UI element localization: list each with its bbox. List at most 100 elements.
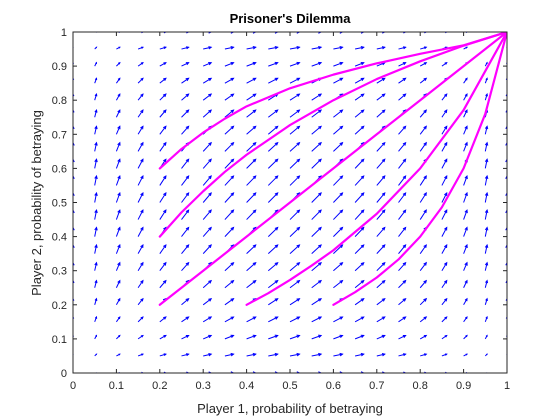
field-arrow xyxy=(484,61,488,67)
field-arrow xyxy=(311,93,323,101)
field-arrow xyxy=(463,316,468,323)
field-arrow xyxy=(354,61,365,67)
field-arrow xyxy=(137,244,144,254)
field-arrow xyxy=(419,261,427,272)
field-arrow xyxy=(289,352,301,357)
field-arrow xyxy=(159,334,167,340)
field-arrow xyxy=(484,334,488,340)
field-arrow xyxy=(159,32,168,34)
field-arrow xyxy=(463,297,468,306)
field-arrow xyxy=(94,226,98,237)
field-arrow xyxy=(463,209,468,220)
x-tick-label: 0.2 xyxy=(152,380,167,392)
field-arrow xyxy=(224,316,235,323)
field-arrow xyxy=(202,141,212,152)
field-arrow xyxy=(441,261,448,271)
field-arrow xyxy=(73,108,75,118)
field-arrow xyxy=(484,191,489,203)
field-arrow xyxy=(202,316,213,323)
y-tick-label: 0.3 xyxy=(52,266,67,278)
field-arrow xyxy=(268,352,279,357)
field-arrow xyxy=(376,316,386,323)
y-axis-label: Player 2, probability of betraying xyxy=(29,110,44,296)
field-arrow xyxy=(116,353,121,357)
field-arrow xyxy=(267,175,279,186)
field-arrow xyxy=(419,109,428,118)
field-arrow xyxy=(505,158,507,169)
field-arrow xyxy=(224,352,235,357)
field-arrow xyxy=(202,298,213,306)
field-arrow xyxy=(463,226,468,237)
field-arrow xyxy=(441,334,448,340)
field-arrow xyxy=(224,209,235,220)
field-arrow xyxy=(116,61,121,67)
field-arrow xyxy=(289,93,301,101)
field-arrow xyxy=(246,158,257,169)
field-arrow xyxy=(224,261,235,272)
field-arrow xyxy=(137,297,144,306)
x-tick-label: 0.4 xyxy=(239,380,254,392)
trajectory-line-5 xyxy=(332,32,507,306)
field-arrow xyxy=(419,62,428,67)
field-arrow xyxy=(246,192,257,203)
field-arrow xyxy=(484,353,488,357)
field-arrow xyxy=(181,77,190,84)
field-arrow xyxy=(224,32,235,34)
field-arrow xyxy=(354,175,365,186)
field-arrow xyxy=(441,244,448,254)
field-arrow xyxy=(484,261,489,271)
field-arrow xyxy=(94,141,98,152)
field-arrow xyxy=(354,77,365,84)
field-arrow xyxy=(268,334,279,340)
field-arrow xyxy=(333,192,344,203)
field-arrow xyxy=(398,158,407,169)
field-arrow xyxy=(224,93,235,101)
field-arrow xyxy=(181,261,190,272)
field-arrow xyxy=(333,141,344,152)
field-arrow xyxy=(246,93,257,101)
field-arrow xyxy=(311,371,323,373)
field-arrow xyxy=(224,158,235,169)
field-arrow xyxy=(505,191,507,203)
field-arrow xyxy=(181,297,190,306)
field-arrow xyxy=(116,46,121,50)
field-arrow xyxy=(355,32,365,34)
field-arrow xyxy=(463,353,469,357)
field-arrow xyxy=(376,226,386,237)
field-arrow xyxy=(137,158,144,169)
field-arrow xyxy=(289,261,301,272)
field-arrow xyxy=(420,353,428,357)
trajectory-line-1 xyxy=(158,32,507,170)
trajectory-series xyxy=(158,32,507,306)
field-arrow xyxy=(115,297,121,306)
field-arrow xyxy=(73,92,75,101)
field-arrow xyxy=(311,61,323,67)
field-arrow xyxy=(181,353,190,357)
field-arrow xyxy=(333,226,344,237)
field-arrow xyxy=(398,297,407,306)
field-arrow xyxy=(289,175,301,186)
field-arrow xyxy=(224,46,235,50)
field-arrow xyxy=(246,334,257,340)
field-arrow xyxy=(94,261,98,271)
field-arrow xyxy=(311,352,323,357)
field-arrow xyxy=(441,297,448,306)
field-arrow xyxy=(159,175,167,186)
field-arrow xyxy=(115,243,121,254)
field-arrow xyxy=(115,125,121,135)
field-arrow xyxy=(289,298,301,306)
field-arrow xyxy=(159,141,167,152)
field-arrow xyxy=(181,192,190,203)
field-arrow xyxy=(289,334,301,340)
field-arrow xyxy=(267,109,279,118)
field-arrow xyxy=(159,192,167,203)
field-arrow xyxy=(289,45,301,50)
field-arrow xyxy=(94,334,98,340)
field-arrow xyxy=(376,244,386,254)
field-arrow xyxy=(181,334,190,340)
field-arrow xyxy=(246,77,257,84)
field-arrow xyxy=(354,125,365,135)
field-arrow xyxy=(311,209,322,220)
field-arrow xyxy=(159,93,167,101)
field-arrow xyxy=(137,62,144,67)
